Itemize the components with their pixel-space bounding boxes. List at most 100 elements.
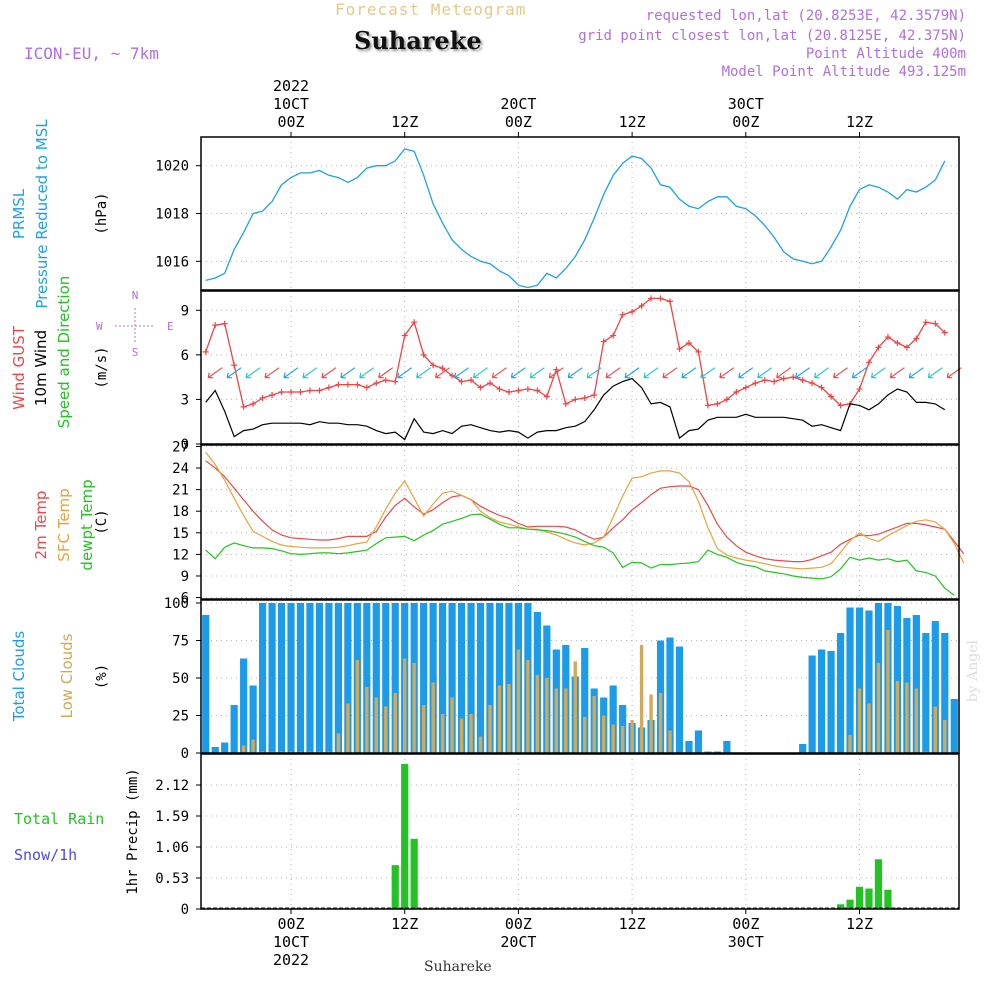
panel-frame [200, 290, 960, 445]
gust-point [809, 380, 816, 387]
y-tick-label: 0 [181, 746, 189, 762]
y-axis-label: (%) [94, 664, 110, 689]
low-clouds-bar [497, 685, 502, 753]
low-clouds-bar [355, 660, 360, 753]
gust-point [524, 386, 531, 393]
gust-point [913, 335, 920, 342]
total-clouds-bar [315, 603, 324, 753]
total-clouds-bar [581, 648, 589, 753]
gust-point [828, 393, 835, 400]
low-clouds-bar [440, 714, 445, 753]
total-clouds-bar [230, 705, 238, 753]
low-clouds-bar [867, 703, 871, 753]
gust-point [297, 389, 304, 396]
low-clouds-bar [526, 660, 530, 753]
grid-point-coords: grid point closest lon,lat (20.8125E, 42… [578, 28, 966, 44]
requested-coords: requested lon,lat (20.8253E, 42.3579N) [645, 8, 966, 24]
gust-point [430, 362, 437, 369]
y-axis-label: (m/s) [94, 346, 110, 388]
gust-point [344, 381, 351, 388]
y-tick-label: 0.53 [155, 871, 189, 887]
gust-point [610, 332, 617, 339]
low-clouds-bar [421, 705, 426, 753]
total-clouds-bar [277, 603, 286, 753]
gust-point [733, 389, 740, 396]
y-axis-label: 1hr Precip (mm) [125, 768, 141, 894]
point-altitude: Point Altitude 400m [805, 46, 966, 62]
total-clouds-bar [865, 610, 873, 753]
low-clouds-bar [658, 693, 663, 753]
gust-point [771, 378, 778, 385]
total-clouds-bar [476, 603, 485, 753]
gust-point [240, 403, 247, 410]
total-clouds-bar [344, 603, 352, 753]
rain-bar [401, 763, 409, 909]
low-clouds-bar [905, 682, 909, 753]
wind-direction-arrow [795, 367, 811, 379]
low-clouds-bar [876, 663, 881, 753]
y-tick-label: 75 [172, 634, 189, 650]
gust-point [865, 359, 872, 366]
total-clouds-bar [486, 603, 494, 753]
wind-direction-arrow [643, 367, 659, 379]
bottom-time-label: 10CT [273, 933, 309, 951]
bottom-time-label: 00Z [732, 915, 759, 933]
gust-point [941, 329, 948, 336]
total-clouds-bar [836, 633, 845, 753]
y-tick-label: 6 [181, 591, 189, 607]
top-time-label: 00Z [277, 113, 304, 131]
y-tick-label: 24 [172, 461, 189, 477]
compass-s: S [132, 346, 139, 359]
low-clouds-bar [384, 706, 388, 753]
gust-point [373, 380, 380, 387]
gust-point [534, 387, 541, 394]
model-label: ICON-EU, ~ 7km [24, 44, 159, 63]
gust-point [667, 298, 674, 305]
total-clouds-bar [609, 685, 617, 753]
gust-point [515, 387, 522, 394]
low-clouds-bar [583, 717, 587, 753]
total-clouds-bar [950, 699, 958, 753]
total-clouds-bar [675, 646, 684, 753]
y-tick-label: 1016 [155, 254, 189, 270]
gust-point [316, 387, 323, 394]
gust-point [486, 380, 493, 387]
y-tick-label: 6 [181, 348, 189, 364]
low-clouds-bar [516, 649, 521, 753]
low-clouds-bar [374, 697, 378, 753]
low-clouds-bar [365, 687, 369, 753]
wind-line [205, 377, 946, 441]
top-time-label: 12Z [619, 113, 646, 131]
rain-bar [836, 904, 845, 909]
low-clouds-bar [459, 718, 464, 753]
y-tick-label: 100 [164, 596, 189, 612]
low-clouds-bar [592, 696, 596, 753]
total-clouds-bar [372, 603, 380, 753]
wind-dir-label: Speed and Direction [55, 276, 73, 429]
y-tick-label: 9 [181, 303, 189, 319]
total-clouds-bar [391, 603, 399, 753]
snow-label: Snow/1h [14, 846, 77, 864]
sfc-temp-line [205, 451, 965, 570]
y-tick-label: 18 [172, 504, 189, 520]
wind-direction-arrow [529, 367, 545, 379]
wind-direction-arrow [491, 367, 507, 379]
total-clouds-bar [249, 685, 257, 753]
gust-point [439, 365, 446, 372]
bottom-time-label: 12Z [391, 915, 418, 933]
wind-direction-arrow [889, 367, 905, 379]
gust-point [212, 322, 219, 329]
wind-direction-arrow [245, 367, 261, 379]
low-clouds-bar [564, 688, 568, 753]
gust-point [572, 396, 579, 403]
chart-title: Forecast Meteogram [335, 0, 527, 19]
gust-point [856, 386, 863, 393]
gust-point [449, 372, 456, 379]
gust-point [505, 389, 512, 396]
total-clouds-bar [420, 603, 428, 753]
total-clouds-bar [808, 655, 816, 753]
gust-point [221, 320, 228, 327]
gust-point [553, 366, 560, 373]
total-clouds-bar [306, 603, 314, 753]
gust-point [818, 384, 825, 391]
